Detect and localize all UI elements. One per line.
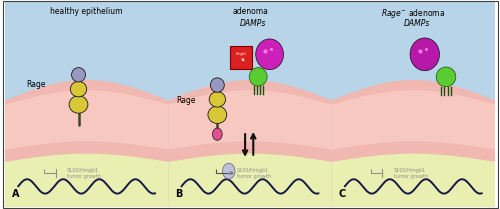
Ellipse shape — [70, 82, 86, 97]
Polygon shape — [5, 80, 168, 207]
Text: DAMPs: DAMPs — [404, 19, 430, 28]
Circle shape — [222, 163, 235, 179]
Polygon shape — [332, 154, 495, 207]
Text: S100/Hmgb1
tumor growth: S100/Hmgb1 tumor growth — [67, 168, 101, 179]
Ellipse shape — [208, 106, 227, 124]
Ellipse shape — [256, 39, 283, 70]
Ellipse shape — [436, 67, 456, 87]
Polygon shape — [168, 90, 332, 150]
Text: Rage: Rage — [176, 96, 196, 105]
Ellipse shape — [209, 92, 226, 107]
Ellipse shape — [249, 68, 267, 86]
Text: S100/Hmgb1
tumor growth: S100/Hmgb1 tumor growth — [237, 168, 271, 179]
Ellipse shape — [72, 68, 86, 82]
Polygon shape — [5, 154, 168, 207]
Text: S100/Hmgb1
tumor growth: S100/Hmgb1 tumor growth — [394, 168, 428, 179]
Ellipse shape — [69, 96, 88, 113]
Polygon shape — [168, 80, 332, 207]
Text: adenoma: adenoma — [232, 7, 268, 16]
Circle shape — [212, 128, 222, 140]
Text: Hmgb1: Hmgb1 — [236, 52, 246, 56]
Ellipse shape — [410, 38, 440, 71]
Ellipse shape — [210, 78, 224, 92]
Polygon shape — [168, 154, 332, 207]
Polygon shape — [5, 90, 168, 150]
Text: $\it{Rage}^{-}$ adenoma: $\it{Rage}^{-}$ adenoma — [381, 7, 446, 20]
Text: B: B — [175, 189, 182, 199]
Text: healthy epithelium: healthy epithelium — [50, 7, 123, 16]
Text: A: A — [12, 189, 19, 199]
FancyBboxPatch shape — [230, 46, 252, 69]
Text: Rage: Rage — [26, 79, 46, 89]
Text: DAMPs: DAMPs — [240, 19, 266, 28]
Text: C: C — [338, 189, 345, 199]
Polygon shape — [332, 80, 495, 207]
Polygon shape — [332, 90, 495, 150]
